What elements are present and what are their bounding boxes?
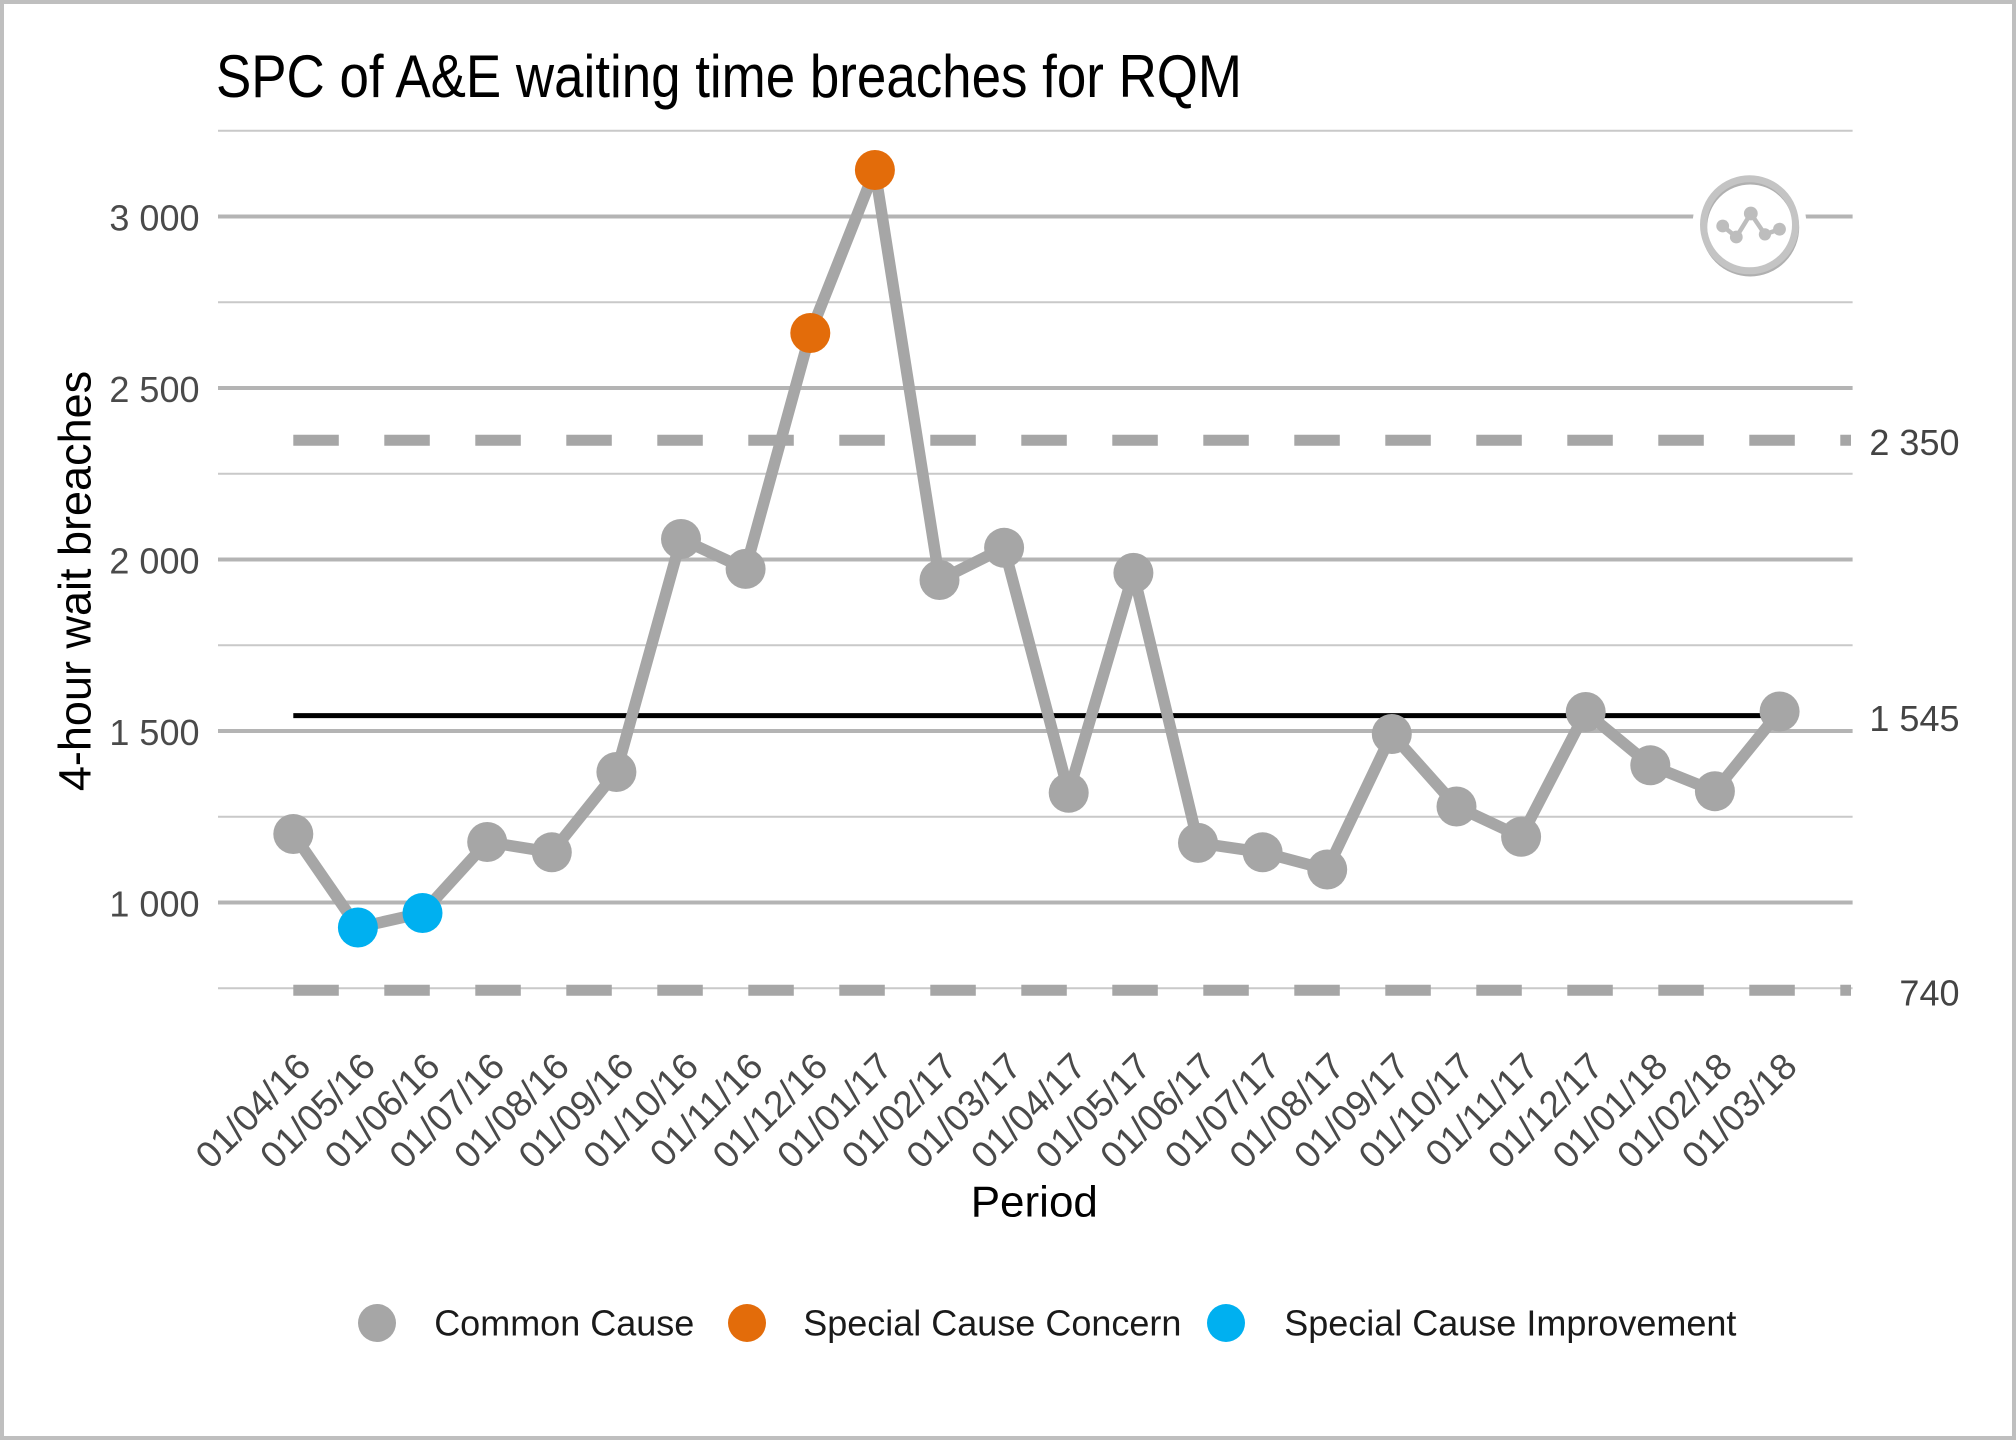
svg-text:1 500: 1 500 — [109, 712, 199, 753]
svg-text:4-hour wait breaches: 4-hour wait breaches — [50, 371, 101, 791]
svg-text:Special Cause Concern: Special Cause Concern — [803, 1303, 1181, 1344]
svg-text:740: 740 — [1899, 972, 1959, 1013]
svg-text:1 000: 1 000 — [109, 884, 199, 925]
svg-text:2 000: 2 000 — [109, 541, 199, 582]
svg-text:2 350: 2 350 — [1869, 422, 1959, 463]
svg-text:Period: Period — [971, 1178, 1098, 1227]
svg-text:3 000: 3 000 — [109, 198, 199, 239]
svg-text:1 545: 1 545 — [1869, 698, 1959, 739]
svg-text:2 500: 2 500 — [109, 369, 199, 410]
svg-text:Special Cause Improvement: Special Cause Improvement — [1284, 1303, 1736, 1344]
svg-text:SPC of A&E waiting time breach: SPC of A&E waiting time breaches for RQM — [216, 43, 1242, 110]
svg-text:Common Cause: Common Cause — [434, 1303, 694, 1344]
